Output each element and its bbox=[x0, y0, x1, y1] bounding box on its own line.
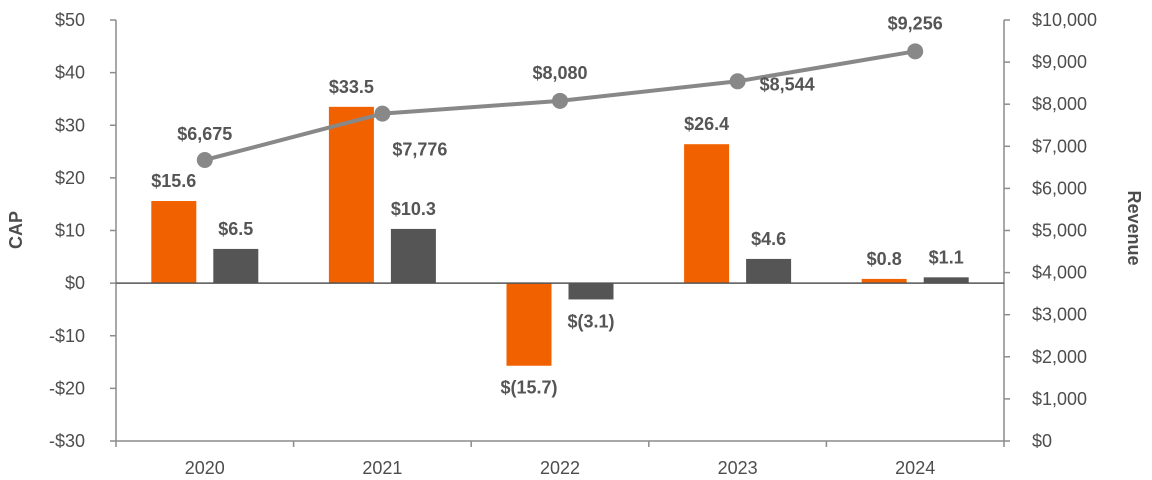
x-axis-ticks: 2020 2021 2022 2023 2024 bbox=[115, 441, 1005, 478]
x-tick-label: 2020 bbox=[185, 458, 225, 478]
right-tick-label: $4,000 bbox=[1032, 263, 1087, 283]
left-tick-label: $50 bbox=[55, 10, 85, 30]
left-tick-label: $20 bbox=[55, 168, 85, 188]
revenue-value-label: $6,675 bbox=[177, 124, 232, 144]
left-tick-label: $10 bbox=[55, 221, 85, 241]
axes bbox=[115, 20, 1005, 442]
series-orange-bar bbox=[328, 106, 374, 284]
left-axis-title: CAP bbox=[6, 211, 26, 249]
data-labels: $15.6 $33.5 $(15.7) $26.4 $0.8 $6.5 $10.3 $(3.1… bbox=[151, 13, 963, 397]
revenue-point bbox=[729, 73, 746, 90]
series-orange-bar bbox=[506, 283, 552, 366]
series-orange-value-label: $(15.7) bbox=[500, 378, 557, 398]
series-gray-value-label: $4.6 bbox=[751, 229, 786, 249]
revenue-value-label: $7,776 bbox=[392, 140, 447, 160]
series-orange-value-label: $33.5 bbox=[329, 77, 374, 97]
bars bbox=[151, 106, 969, 366]
right-tick-label: $3,000 bbox=[1032, 305, 1087, 325]
right-tick-label: $10,000 bbox=[1032, 10, 1097, 30]
right-tick-label: $2,000 bbox=[1032, 347, 1087, 367]
series-gray-bar bbox=[390, 228, 436, 284]
right-axis-title: Revenue bbox=[1124, 190, 1144, 265]
revenue-value-label: $8,544 bbox=[760, 74, 815, 94]
left-tick-label: $30 bbox=[55, 115, 85, 135]
right-tick-label: $1,000 bbox=[1032, 389, 1087, 409]
left-axis-ticks: -$30 -$20 -$10 $0 $10 $20 $30 $40 $50 bbox=[49, 10, 116, 451]
series-gray-bar bbox=[923, 277, 969, 284]
series-gray-value-label: $6.5 bbox=[218, 219, 253, 239]
revenue-point bbox=[552, 92, 568, 109]
x-tick-label: 2024 bbox=[895, 458, 935, 478]
x-tick-label: 2021 bbox=[362, 458, 402, 478]
series-gray-bar bbox=[746, 258, 792, 284]
left-tick-label: -$20 bbox=[49, 378, 85, 398]
left-tick-label: $0 bbox=[65, 273, 85, 293]
series-gray-value-label: $(3.1) bbox=[567, 311, 614, 331]
revenue-point bbox=[196, 151, 213, 168]
series-orange-bar bbox=[684, 144, 730, 284]
revenue-value-label: $8,080 bbox=[532, 63, 587, 83]
x-tick-label: 2023 bbox=[718, 458, 758, 478]
series-orange-value-label: $15.6 bbox=[151, 171, 196, 191]
revenue-value-label: $9,256 bbox=[888, 13, 943, 33]
series-gray-bar bbox=[213, 248, 259, 284]
right-tick-label: $8,000 bbox=[1032, 94, 1087, 114]
series-gray-bar bbox=[568, 283, 614, 300]
revenue-point bbox=[907, 43, 924, 60]
right-axis-ticks: $0 $1,000 $2,000 $3,000 $4,000 $5,000 $6,000 $7… bbox=[1004, 10, 1097, 451]
right-tick-label: $6,000 bbox=[1032, 178, 1087, 198]
right-tick-label: $0 bbox=[1032, 431, 1052, 451]
series-gray-value-label: $1.1 bbox=[929, 247, 964, 267]
series-orange-value-label: $0.8 bbox=[867, 249, 902, 269]
series-orange-value-label: $26.4 bbox=[684, 114, 729, 134]
right-tick-label: $7,000 bbox=[1032, 136, 1087, 156]
series-gray-value-label: $10.3 bbox=[391, 199, 436, 219]
x-tick-label: 2022 bbox=[540, 458, 580, 478]
right-tick-label: $5,000 bbox=[1032, 221, 1087, 241]
series-orange-bar bbox=[151, 201, 197, 284]
series-orange-bar bbox=[861, 278, 907, 284]
revenue-line-layer bbox=[196, 43, 924, 168]
left-tick-label: -$10 bbox=[49, 326, 85, 346]
left-tick-label: -$30 bbox=[49, 431, 85, 451]
left-tick-label: $40 bbox=[55, 63, 85, 83]
right-tick-label: $9,000 bbox=[1032, 52, 1087, 72]
revenue-point bbox=[374, 105, 391, 122]
